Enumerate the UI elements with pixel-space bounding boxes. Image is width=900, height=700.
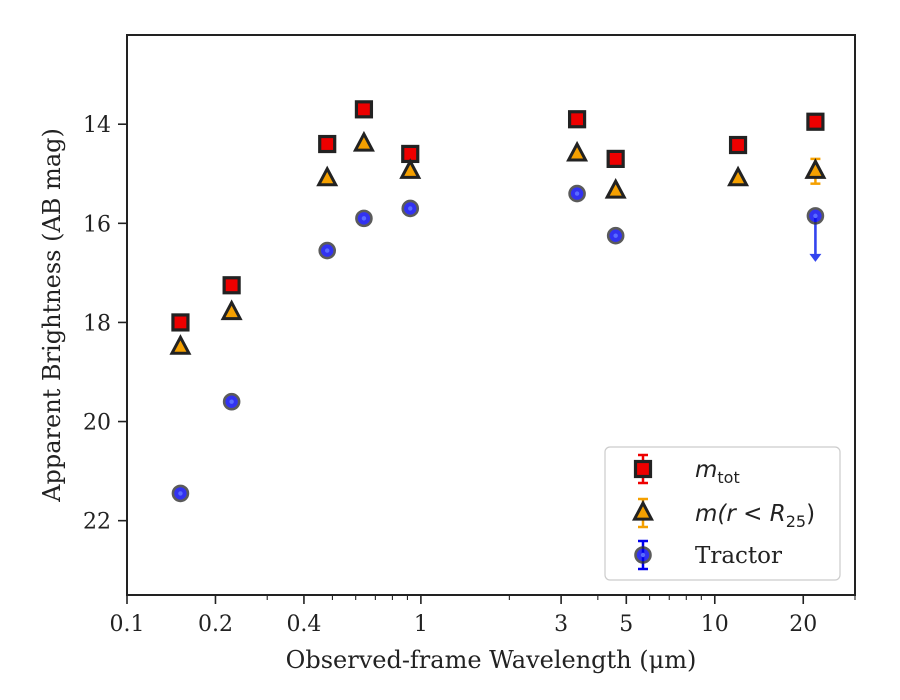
data-point-triangle — [804, 158, 827, 179]
data-point-square — [728, 135, 748, 155]
data-point-triangle — [220, 299, 243, 321]
data-point-circle-core — [325, 248, 330, 253]
x-tick-label: 0.1 — [110, 612, 145, 637]
data-point-triangle — [399, 158, 422, 179]
legend-label: mtot — [695, 457, 740, 487]
data-point-square — [318, 134, 337, 154]
data-point-circle-core — [813, 213, 818, 219]
data-point-square — [606, 149, 625, 168]
data-point-square — [222, 276, 241, 295]
data-point-circle-core — [361, 216, 367, 221]
data-point-square — [171, 313, 190, 332]
x-tick-label: 3 — [554, 612, 568, 637]
data-point-triangle — [727, 165, 750, 187]
x-tick-label: 20 — [789, 612, 817, 637]
x-axis-title: Observed-frame Wavelength (μm) — [286, 646, 697, 674]
data-point-triangle — [169, 334, 192, 355]
y-axis-title: Apparent Brightness (AB mag) — [38, 128, 66, 503]
legend-marker-circle-core — [640, 552, 646, 558]
x-tick-label: 0.2 — [198, 612, 233, 637]
legend: mtot m(r < R25) Tractor — [604, 446, 841, 581]
legend-label: Tractor — [695, 543, 782, 569]
data-point-circle-core — [178, 491, 183, 496]
data-point-circle-core — [408, 206, 413, 211]
legend-marker-square — [633, 459, 653, 479]
data-point-circle-core — [574, 191, 580, 196]
upper-limit-arrowhead — [809, 253, 822, 262]
y-tick-label: 20 — [83, 411, 111, 436]
y-tick-label: 16 — [83, 212, 111, 237]
legend-label: m(r < R25) — [695, 501, 815, 531]
y-tick-label: 14 — [83, 113, 111, 138]
x-tick-label: 0.4 — [286, 612, 321, 637]
ticks: 0.1 0.2 0.4 1 3 5 10 20 14 16 18 20 22 — [83, 113, 856, 637]
data-point-square — [806, 112, 825, 131]
series-2 — [171, 184, 825, 503]
legend-marker-triangle — [632, 499, 654, 521]
y-tick-label: 22 — [83, 510, 111, 535]
data-point-square — [567, 110, 587, 129]
data-point-triangle — [566, 140, 589, 162]
x-tick-label: 5 — [619, 612, 633, 637]
data-point-circle-core — [613, 233, 618, 238]
x-tick-label: 1 — [414, 612, 428, 637]
x-tick-label: 10 — [701, 612, 729, 637]
data-point-triangle — [352, 130, 375, 152]
data-point-circle-core — [229, 399, 234, 404]
series-0 — [171, 100, 825, 332]
axes — [126, 34, 856, 596]
data-marks — [169, 100, 827, 503]
series-1 — [169, 130, 827, 355]
data-point-square — [354, 100, 374, 119]
data-point-triangle — [604, 177, 627, 199]
data-point-triangle — [316, 165, 339, 187]
y-tick-label: 18 — [83, 311, 111, 336]
plot-frame — [126, 34, 856, 596]
legend-box — [604, 446, 841, 581]
